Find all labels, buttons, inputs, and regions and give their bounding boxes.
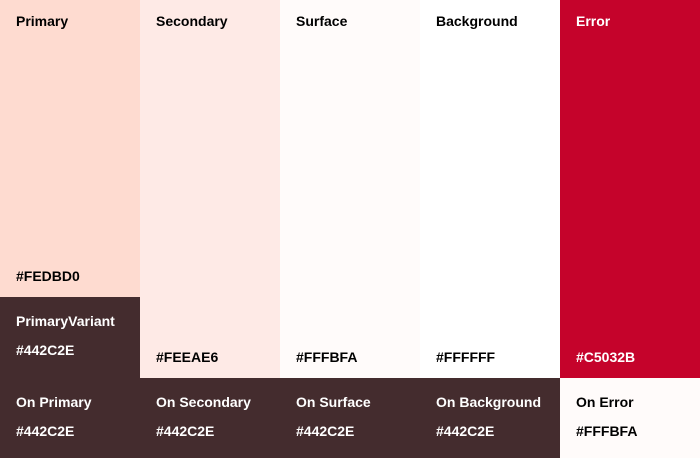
swatch-on-secondary-hex: #442C2E: [156, 423, 215, 439]
swatch-primary: Primary #FEDBD0: [0, 0, 140, 297]
column-background: Background #FFFFFF On Background #442C2E: [420, 0, 560, 458]
swatch-on-surface-label: On Surface: [296, 394, 371, 410]
swatch-error: Error #C5032B: [560, 0, 700, 378]
swatch-on-background: On Background #442C2E: [420, 378, 560, 458]
swatch-on-background-label: On Background: [436, 394, 542, 410]
swatch-on-primary: On Primary #442C2E: [0, 378, 140, 458]
swatch-on-error-label: On Error: [576, 394, 634, 410]
swatch-secondary-hex: #FEEAE6: [156, 349, 219, 365]
swatch-primary-hex: #FEDBD0: [16, 268, 80, 284]
swatch-on-error-hex: #FFFBFA: [576, 423, 638, 439]
column-primary: Primary #FEDBD0 PrimaryVariant #442C2E O…: [0, 0, 140, 458]
swatch-secondary-label: Secondary: [156, 13, 228, 29]
swatch-on-primary-label: On Primary: [16, 394, 92, 410]
swatch-background: Background #FFFFFF: [420, 0, 560, 378]
swatch-on-surface-hex: #442C2E: [296, 423, 355, 439]
swatch-primary-variant-label: PrimaryVariant: [16, 313, 115, 329]
swatch-on-secondary-label: On Secondary: [156, 394, 251, 410]
swatch-primary-variant-hex: #442C2E: [16, 342, 75, 358]
swatch-on-secondary: On Secondary #442C2E: [140, 378, 280, 458]
swatch-error-label: Error: [576, 13, 611, 29]
swatch-on-error: On Error #FFFBFA: [560, 378, 700, 458]
swatch-on-primary-hex: #442C2E: [16, 423, 75, 439]
swatch-on-background-hex: #442C2E: [436, 423, 495, 439]
swatch-on-surface: On Surface #442C2E: [280, 378, 420, 458]
swatch-error-hex: #C5032B: [576, 349, 636, 365]
swatch-background-hex: #FFFFFF: [436, 349, 496, 365]
column-surface: Surface #FFFBFA On Surface #442C2E: [280, 0, 420, 458]
column-secondary: Secondary #FEEAE6 On Secondary #442C2E: [140, 0, 280, 458]
swatch-surface: Surface #FFFBFA: [280, 0, 420, 378]
swatch-secondary: Secondary #FEEAE6: [140, 0, 280, 378]
swatch-surface-hex: #FFFBFA: [296, 349, 358, 365]
swatch-primary-label: Primary: [16, 13, 69, 29]
column-error: Error #C5032B On Error #FFFBFA: [560, 0, 700, 458]
swatch-background-label: Background: [436, 13, 518, 29]
swatch-surface-label: Surface: [296, 13, 348, 29]
swatch-primary-variant: PrimaryVariant #442C2E: [0, 297, 140, 378]
